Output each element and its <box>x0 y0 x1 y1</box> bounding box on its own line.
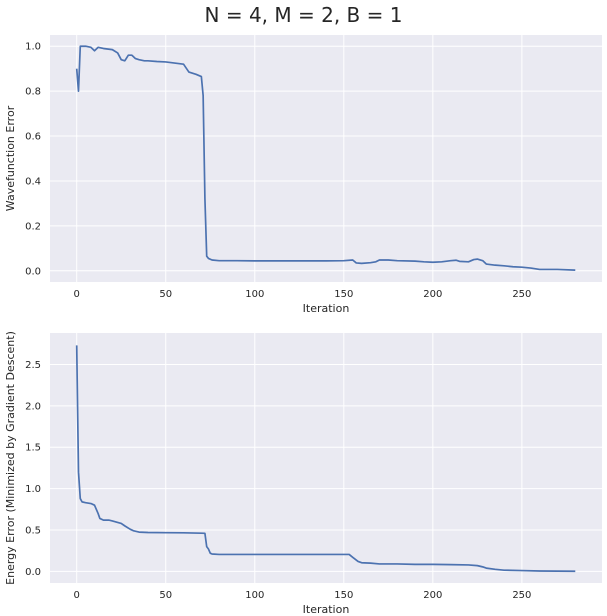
y-tick-label: 0.0 <box>25 266 41 277</box>
plot-background <box>50 333 602 583</box>
x-axis-label: Iteration <box>303 302 350 315</box>
y-axis-label: Wavefunction Error <box>4 105 17 211</box>
y-tick-label: 1.0 <box>25 484 41 495</box>
y-tick-label: 0.5 <box>25 526 41 537</box>
y-tick-label: 0.8 <box>25 87 41 98</box>
x-tick-label: 250 <box>512 590 531 601</box>
y-axis-label: Energy Error (Minimized by Gradient Desc… <box>4 331 17 585</box>
figure-title: N = 4, M = 2, B = 1 <box>204 3 403 27</box>
x-axis-label: Iteration <box>303 603 350 616</box>
x-tick-label: 100 <box>245 289 264 300</box>
series-line <box>75 345 576 573</box>
x-tick-label: 50 <box>159 590 172 601</box>
y-tick-label: 0.4 <box>25 176 41 187</box>
x-tick-label: 0 <box>74 289 80 300</box>
y-tick-label: 0.0 <box>25 567 41 578</box>
y-tick-label: 0.2 <box>25 221 41 232</box>
y-tick-label: 2.5 <box>25 360 41 371</box>
x-tick-label: 250 <box>512 289 531 300</box>
x-tick-label: 50 <box>159 289 172 300</box>
y-tick-label: 2.0 <box>25 401 41 412</box>
x-tick-label: 150 <box>334 590 353 601</box>
x-tick-label: 200 <box>423 289 442 300</box>
y-tick-label: 0.6 <box>25 132 41 143</box>
x-tick-label: 200 <box>423 590 442 601</box>
plot-background <box>50 35 602 282</box>
y-tick-label: 1.5 <box>25 443 41 454</box>
plot-panel-2: 0 50 100 150 200 250 0.0 0.5 1.0 1.5 2.0 2.5 Iterati… <box>4 331 602 616</box>
series-line <box>75 45 576 271</box>
plot-panel-1: 0 50 100 150 200 250 0.0 0.2 0.4 0.6 0.8 1.0 Iterati… <box>4 35 602 315</box>
x-tick-label: 0 <box>74 590 80 601</box>
x-tick-label: 150 <box>334 289 353 300</box>
x-tick-label: 100 <box>245 590 264 601</box>
y-tick-label: 1.0 <box>25 42 41 53</box>
